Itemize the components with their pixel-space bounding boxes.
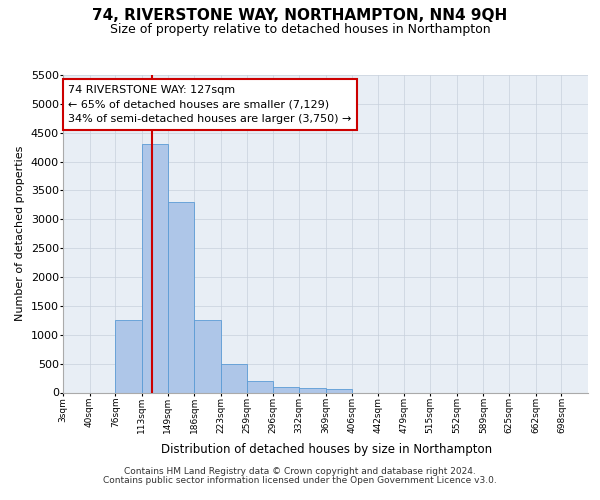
- Text: Size of property relative to detached houses in Northampton: Size of property relative to detached ho…: [110, 22, 490, 36]
- Bar: [325, 389, 352, 392]
- Text: Contains HM Land Registry data © Crown copyright and database right 2024.: Contains HM Land Registry data © Crown c…: [124, 468, 476, 476]
- Bar: [299, 388, 325, 392]
- Y-axis label: Number of detached properties: Number of detached properties: [15, 146, 25, 322]
- Text: Contains public sector information licensed under the Open Government Licence v3: Contains public sector information licen…: [103, 476, 497, 485]
- Text: 74, RIVERSTONE WAY, NORTHAMPTON, NN4 9QH: 74, RIVERSTONE WAY, NORTHAMPTON, NN4 9QH: [92, 8, 508, 22]
- Bar: [142, 144, 168, 392]
- Bar: [194, 320, 221, 392]
- Bar: [168, 202, 194, 392]
- Bar: [273, 386, 299, 392]
- Bar: [221, 364, 247, 392]
- Text: Distribution of detached houses by size in Northampton: Distribution of detached houses by size …: [161, 442, 493, 456]
- Text: 74 RIVERSTONE WAY: 127sqm
← 65% of detached houses are smaller (7,129)
34% of se: 74 RIVERSTONE WAY: 127sqm ← 65% of detac…: [68, 84, 352, 124]
- Bar: [115, 320, 142, 392]
- Bar: [247, 381, 273, 392]
